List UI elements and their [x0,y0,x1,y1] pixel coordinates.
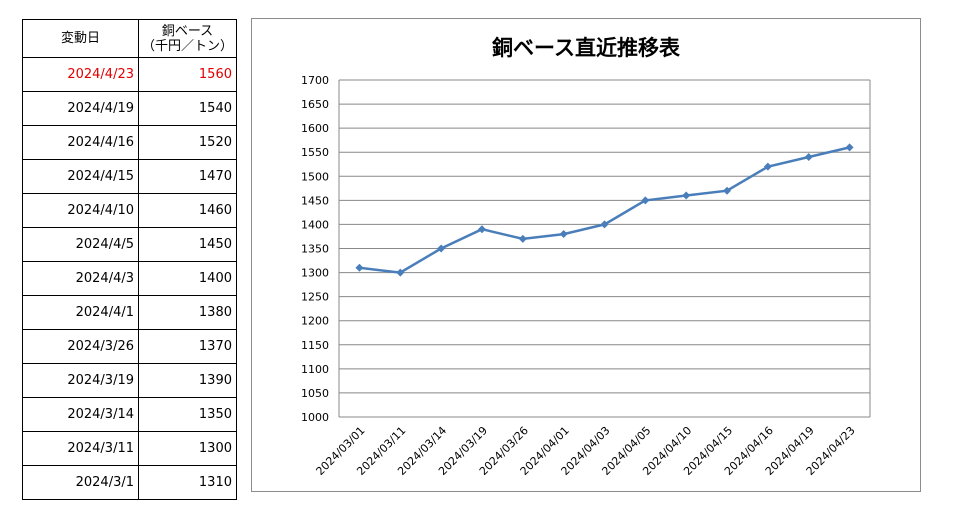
row-price: 1450 [138,227,237,262]
row-date: 2024/4/10 [22,193,139,228]
row-price: 1520 [138,125,237,160]
table-row: 2024/4/19 1540 [22,91,237,126]
row-date: 2024/3/14 [22,397,139,432]
data-point [437,244,446,253]
row-price: 1380 [138,295,237,330]
chart-title: 銅ベース直近推移表 [492,36,681,60]
data-point [845,143,854,152]
table-row: 2024/4/3 1400 [22,261,237,296]
series-line [359,146,850,274]
y-tick-label: 1200 [301,315,329,328]
data-point [396,268,405,277]
row-date: 2024/4/5 [22,227,139,262]
table-row: 2024/3/19 1390 [22,363,237,398]
row-date: 2024/4/1 [22,295,139,330]
table-row: 2024/4/10 1460 [22,193,237,228]
table-row: 2024/3/14 1350 [22,397,237,432]
data-point [723,186,732,195]
row-price: 1300 [138,431,237,466]
row-date: 2024/3/26 [22,329,139,364]
table-row: 2024/3/11 1300 [22,431,237,466]
row-date: 2024/3/11 [22,431,139,466]
y-tick-label: 1550 [301,146,329,159]
data-point [600,220,609,229]
data-point [477,225,486,234]
y-tick-label: 1350 [301,243,329,256]
row-price: 1470 [138,159,237,194]
header-price: 銅ベース （千円／トン） [138,19,237,58]
row-price: 1560 [138,57,237,92]
line-chart: 銅ベース直近推移表 1000 1050 1100 1150 1200 1250 1300 135… [301,36,871,478]
row-date: 2024/4/16 [22,125,139,160]
row-date: 2024/4/19 [22,91,139,126]
header-price-line1: 銅ベース [161,23,214,39]
table-row: 2024/4/1 1380 [22,295,237,330]
data-point [518,234,527,243]
row-date: 2024/3/1 [22,465,139,500]
header-price-line2: （千円／トン） [141,38,233,54]
data-point [559,230,568,239]
y-tick-label: 1500 [301,170,329,183]
y-tick-label: 1150 [301,339,329,352]
price-table: 変動日 銅ベース （千円／トン） 2024/4/23 1560 2024/4/19 1… [22,19,237,500]
y-tick-label: 1600 [301,122,329,135]
data-point [682,191,691,200]
y-tick-label: 1400 [301,218,329,231]
table-row: 2024/4/16 1520 [22,125,237,160]
data-point [355,263,364,272]
row-price: 1460 [138,193,237,228]
y-tick-label: 1700 [301,74,329,87]
y-tick-label: 1100 [301,363,329,376]
row-price: 1310 [138,465,237,500]
y-tick-label: 1000 [301,411,329,424]
y-tick-label: 1050 [301,387,329,400]
data-point [763,162,772,171]
chart-container: 銅ベース直近推移表 1000 1050 1100 1150 1200 1250 1300 135… [251,18,921,492]
row-date: 2024/4/15 [22,159,139,194]
row-price: 1540 [138,91,237,126]
y-tick-label: 1450 [301,194,329,207]
table-row: 2024/3/1 1310 [22,465,237,500]
row-date: 2024/4/3 [22,261,139,296]
data-point [641,196,650,205]
row-price: 1350 [138,397,237,432]
row-price: 1370 [138,329,237,364]
y-tick-label: 1650 [301,98,329,111]
y-tick-label: 1300 [301,267,329,280]
row-price: 1400 [138,261,237,296]
row-date: 2024/4/23 [22,57,139,92]
table-row: 2024/3/26 1370 [22,329,237,364]
row-date: 2024/3/19 [22,363,139,398]
y-tick-label: 1250 [301,291,329,304]
table-header-row: 変動日 銅ベース （千円／トン） [22,19,237,58]
table-row: 2024/4/15 1470 [22,159,237,194]
row-price: 1390 [138,363,237,398]
table-row: 2024/4/23 1560 [22,57,237,92]
table-row: 2024/4/5 1450 [22,227,237,262]
header-date: 変動日 [22,19,139,58]
data-point [804,153,813,162]
